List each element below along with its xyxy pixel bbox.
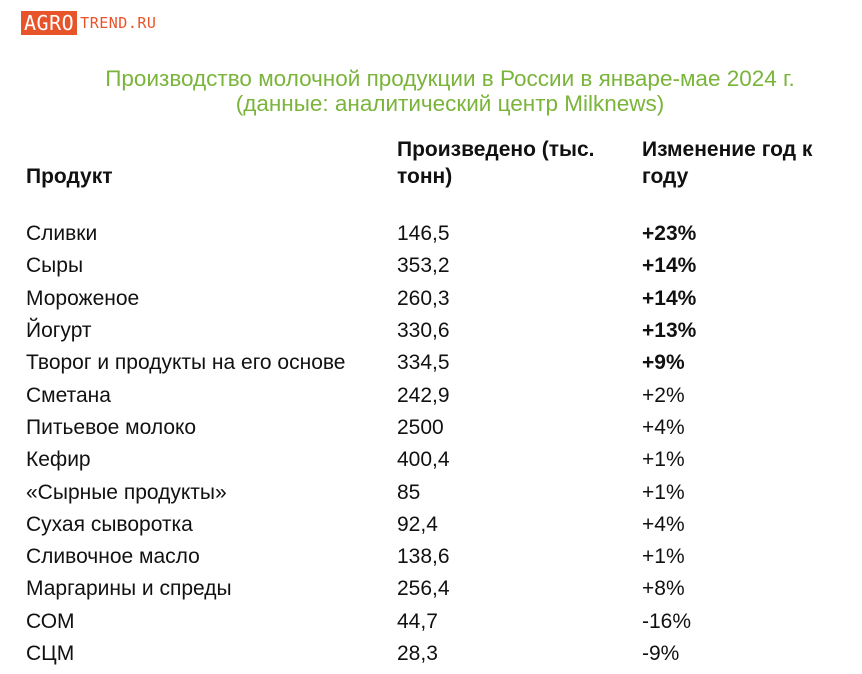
- table-row: Сметана 242,9 +2%: [20, 379, 848, 411]
- cell-product: СОМ: [26, 609, 75, 633]
- chart-title: Производство молочной продукции в России…: [0, 66, 862, 116]
- cell-product: «Сырные продукты»: [26, 480, 227, 504]
- table-row: СЦМ 28,3 -9%: [20, 638, 848, 670]
- table-row: Сыры 353,2 +14%: [20, 250, 848, 282]
- cell-produced: 85: [397, 480, 421, 504]
- table-row: Сливочное масло 138,6 +1%: [20, 541, 848, 573]
- cell-produced: 28,3: [397, 642, 438, 665]
- cell-change: +4%: [642, 512, 685, 536]
- cell-change: +2%: [642, 383, 685, 407]
- logo-wordmark: TREND.RU: [80, 14, 157, 32]
- header-change: Изменение год к году: [642, 138, 813, 188]
- cell-product: Питьевое молоко: [26, 415, 197, 439]
- cell-product: Йогурт: [26, 319, 92, 343]
- cell-produced: 260,3: [397, 286, 450, 310]
- cell-change: +14%: [642, 254, 697, 278]
- cell-change: +4%: [642, 415, 685, 439]
- title-line-2: (данные: аналитический центр Milknews): [235, 91, 665, 116]
- title-line-1: Производство молочной продукции в России…: [105, 66, 795, 91]
- cell-product: Сметана: [26, 383, 111, 407]
- cell-product: СЦМ: [26, 642, 75, 665]
- cell-product: Сливочное масло: [26, 545, 200, 569]
- cell-produced: 400,4: [397, 448, 450, 472]
- cell-change: +1%: [642, 480, 685, 504]
- cell-produced: 256,4: [397, 577, 450, 601]
- header-produced: Произведено (тыс. тонн): [397, 138, 595, 188]
- cell-change: +9%: [642, 351, 685, 375]
- table-row: Сливки 146,5 +23%: [20, 218, 848, 250]
- cell-product: Сухая сыворотка: [26, 512, 193, 536]
- cell-change: +23%: [642, 222, 697, 246]
- cell-produced: 2500: [397, 415, 444, 439]
- cell-product: Сливки: [26, 222, 98, 246]
- cell-produced: 330,6: [397, 319, 450, 343]
- cell-change: +13%: [642, 319, 697, 343]
- cell-change: +1%: [642, 545, 685, 569]
- production-table: Продукт Произведено (тыс. тонн) Изменени…: [20, 136, 848, 670]
- cell-product: Сыры: [26, 254, 84, 278]
- table-row: Маргарины и спреды 256,4 +8%: [20, 573, 848, 605]
- cell-produced: 334,5: [397, 351, 450, 375]
- cell-produced: 92,4: [397, 512, 438, 536]
- cell-produced: 353,2: [397, 254, 450, 278]
- table-header-row: Продукт Произведено (тыс. тонн) Изменени…: [20, 136, 848, 218]
- table-row: СОМ 44,7 -16%: [20, 606, 848, 638]
- cell-produced: 138,6: [397, 545, 450, 569]
- table-row: Сухая сыворотка 92,4 +4%: [20, 509, 848, 541]
- cell-product: Мороженое: [26, 286, 140, 310]
- table-row: Йогурт 330,6 +13%: [20, 315, 848, 347]
- table-row: Кефир 400,4 +1%: [20, 444, 848, 476]
- table-row: Творог и продукты на его основе 334,5 +9%: [20, 347, 848, 379]
- cell-change: +1%: [642, 448, 685, 472]
- cell-change: +14%: [642, 286, 697, 310]
- cell-change: +8%: [642, 577, 685, 601]
- cell-change: -9%: [642, 642, 680, 665]
- logo-mark: AGRO: [21, 11, 78, 35]
- agrotrend-logo: AGRO TREND.RU: [21, 11, 156, 35]
- cell-change: -16%: [642, 609, 692, 633]
- cell-produced: 146,5: [397, 222, 450, 246]
- cell-product: Кефир: [26, 448, 91, 472]
- cell-product: Творог и продукты на его основе: [26, 351, 346, 375]
- cell-produced: 44,7: [397, 609, 438, 633]
- table-row: Мороженое 260,3 +14%: [20, 283, 848, 315]
- cell-produced: 242,9: [397, 383, 450, 407]
- header-product: Продукт: [26, 165, 113, 188]
- table-body: Сливки 146,5 +23% Сыры 353,2 +14% Мороженое 260…: [20, 218, 848, 670]
- cell-product: Маргарины и спреды: [26, 577, 232, 601]
- table-row: «Сырные продукты» 85 +1%: [20, 476, 848, 508]
- table-row: Питьевое молоко 2500 +4%: [20, 412, 848, 444]
